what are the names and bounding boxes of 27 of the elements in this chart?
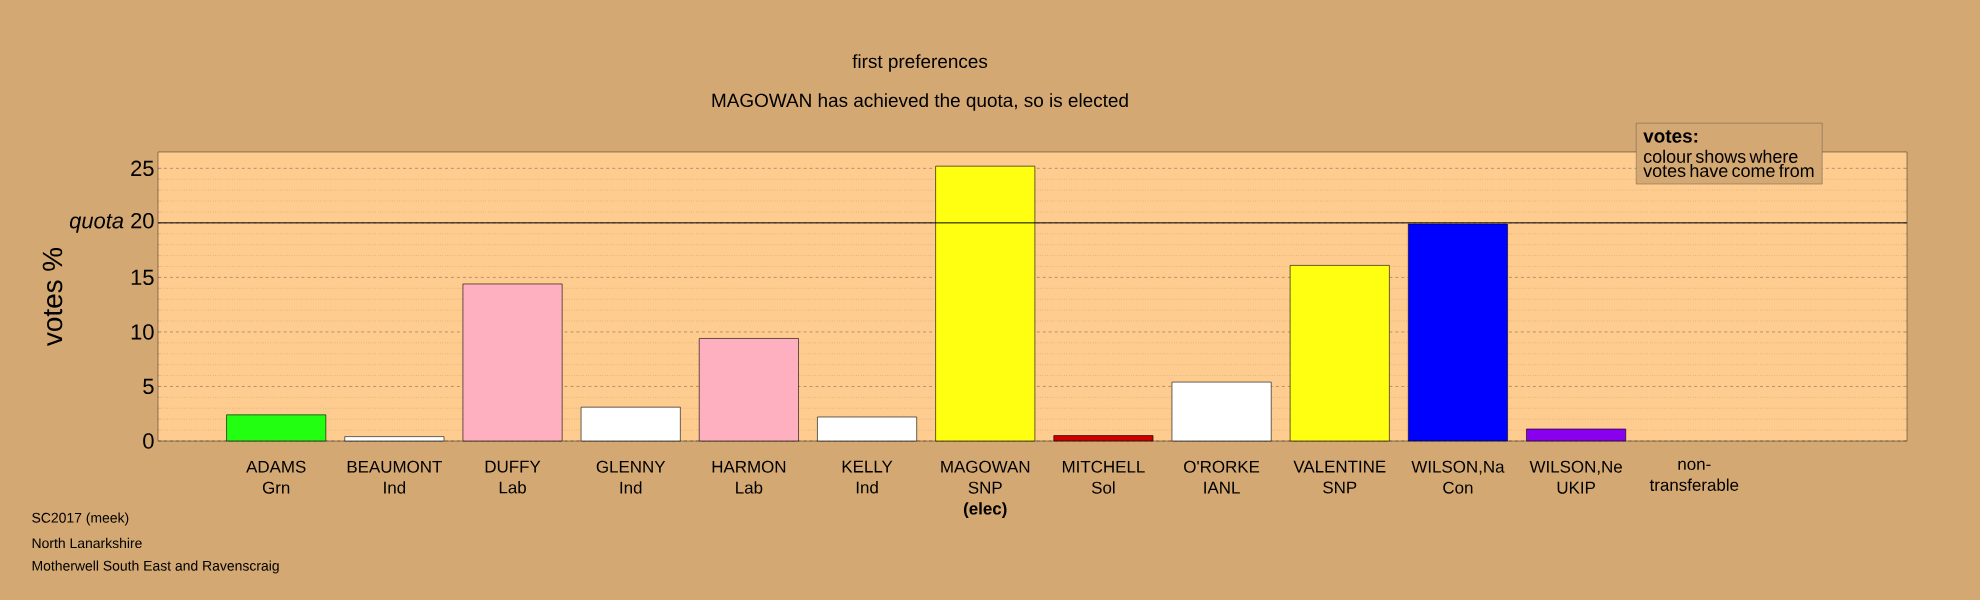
y-tick-label: 10	[131, 324, 154, 340]
text: votes:	[1643, 130, 1698, 143]
chart-title: first preferences	[852, 54, 988, 72]
y-tick-label: quota 20	[69, 212, 154, 233]
chart-subtitle: MAGOWAN has achieved the quota, so is elected	[712, 93, 1128, 111]
y-tick-label: 15	[131, 269, 154, 286]
y-tick-label: 0	[143, 433, 154, 449]
x-tick-label: WILSON,Na Con	[1411, 460, 1505, 494]
text: SC2017 (meek)	[32, 512, 129, 526]
annotation: colour shows where votes have come from	[1643, 149, 1814, 178]
y-tick-label: 5	[143, 378, 154, 395]
x-tick-label: HARMON Lab	[712, 460, 786, 494]
text: Motherwell South East and Ravenscraig	[32, 560, 279, 574]
x-tick-label: VALENTINE SNP	[1293, 460, 1386, 494]
x-tick-label: MAGOWAN SNP (elec)	[941, 460, 1030, 518]
x-tick-label: non- transferable	[1649, 460, 1739, 491]
x-tick-label: DUFFY Lab	[485, 460, 541, 494]
y-tick-label: 25	[131, 160, 154, 177]
x-tick-label: GLENNY Ind	[596, 460, 666, 494]
text: North Lanarkshire	[32, 537, 142, 549]
x-tick-label: MITCHELL Sol	[1062, 460, 1145, 494]
x-tick-label: ADAMS Grn	[246, 460, 306, 494]
x-tick-label: O'RORKE IANL	[1184, 460, 1260, 494]
x-tick-label: WILSON,Ne UKIP	[1529, 460, 1622, 494]
x-tick-label: KELLY Ind	[842, 460, 893, 494]
x-tick-label: BEAUMONT Ind	[347, 460, 442, 494]
y-axis-title: votes %	[42, 247, 63, 347]
